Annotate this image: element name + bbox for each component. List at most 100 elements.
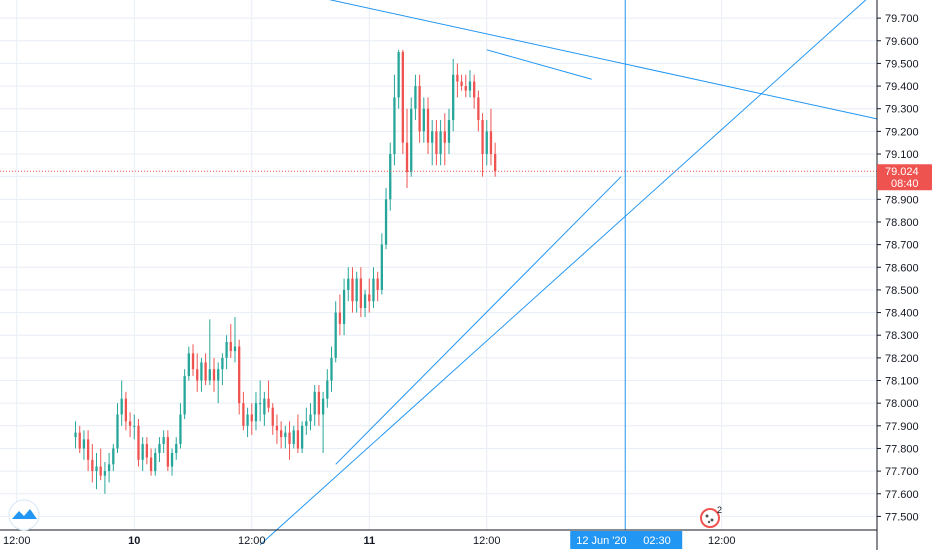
price-tick-label: 77.900	[885, 421, 919, 433]
candle	[95, 452, 98, 490]
candle	[439, 120, 442, 166]
candle-body	[74, 432, 77, 438]
time-tick-label: 12:00	[708, 535, 736, 547]
candle-body	[187, 353, 190, 376]
price-tick-label: 78.000	[885, 398, 919, 410]
candle	[481, 113, 484, 177]
last-price-value: 79.024	[885, 166, 919, 178]
candle-body	[485, 131, 488, 155]
candle	[86, 430, 90, 472]
candle	[78, 425, 81, 453]
candle	[145, 437, 149, 465]
candle-body	[91, 459, 94, 472]
candle-body	[191, 353, 195, 370]
candle	[431, 120, 434, 166]
candle-body	[351, 278, 354, 302]
resistance-trendline-touch[interactable]	[486, 49, 592, 80]
candle-body	[321, 398, 325, 415]
candle-body	[183, 375, 186, 415]
candle	[489, 108, 493, 166]
candle	[326, 369, 329, 408]
crosshair-time-label: 12 Jun '20 02:30	[570, 531, 683, 549]
candle	[225, 335, 228, 370]
candle-body	[473, 81, 476, 98]
candle-body	[242, 403, 245, 426]
price-tick-label: 79.400	[885, 81, 919, 93]
candle	[397, 49, 400, 109]
candle-body	[162, 437, 165, 444]
candle	[279, 421, 283, 449]
candle	[473, 74, 476, 109]
candle-body	[208, 369, 211, 381]
candle-body	[418, 86, 421, 132]
candle-body	[456, 74, 459, 82]
price-tick-label: 79.100	[885, 149, 919, 161]
candle	[229, 323, 232, 358]
candle	[288, 421, 291, 460]
candle-body	[86, 439, 90, 460]
candle	[456, 63, 459, 98]
time-axis[interactable]: 12:00 10 12:00 11 12:00 12:00	[0, 529, 877, 547]
support-trendline-inner[interactable]	[335, 176, 622, 465]
last-price-label: 79.024 08:40	[877, 164, 932, 191]
candle-body	[275, 425, 279, 431]
candle	[116, 403, 119, 453]
candle-body	[342, 289, 346, 324]
candle	[418, 74, 421, 143]
candle	[246, 407, 249, 438]
candle	[200, 357, 203, 392]
candle-body	[233, 346, 237, 352]
candle-body	[410, 108, 413, 173]
trendlines[interactable]	[50, 0, 878, 546]
time-tick-label: 12:00	[238, 535, 266, 547]
candle	[363, 289, 367, 318]
candle-body	[397, 52, 400, 98]
candle	[368, 278, 371, 313]
candle-body	[389, 154, 392, 200]
price-tick-label: 78.400	[885, 308, 919, 320]
candle	[351, 267, 354, 313]
candle-body	[452, 74, 455, 121]
candle-body	[263, 398, 266, 415]
candle-body	[493, 154, 497, 172]
candle-body	[330, 357, 333, 381]
candle-body	[313, 391, 316, 415]
resistance-trendline[interactable]	[50, 0, 878, 120]
candle-body	[200, 362, 203, 381]
candle	[393, 74, 396, 166]
candle-body	[267, 398, 270, 408]
candle-body	[489, 131, 493, 155]
candle-body	[481, 120, 484, 155]
candle	[99, 448, 102, 481]
candle-body	[128, 421, 132, 426]
candle-body	[259, 403, 262, 405]
price-axis[interactable]: 77.500 77.600 77.700 77.800 77.900 78.000 78.1…	[876, 0, 919, 550]
cookie-icon[interactable]: 2	[700, 505, 722, 528]
price-tick-label: 78.800	[885, 217, 919, 229]
tradingview-logo-icon[interactable]	[8, 499, 40, 531]
candle	[359, 267, 363, 318]
support-trendline[interactable]	[259, 0, 877, 546]
candle-body	[355, 278, 358, 302]
candle	[137, 419, 140, 467]
price-tick-label: 77.700	[885, 466, 919, 478]
price-tick-label: 78.300	[885, 330, 919, 342]
candle	[414, 74, 417, 121]
candle-body	[347, 278, 350, 290]
candle	[305, 407, 308, 435]
candle-body	[120, 398, 123, 415]
price-tick-label: 78.100	[885, 376, 919, 388]
candle	[347, 267, 350, 302]
candle-body	[464, 86, 467, 91]
candle-body	[229, 342, 232, 352]
candle	[254, 391, 258, 431]
price-tick-label: 78.500	[885, 285, 919, 297]
candle	[204, 353, 207, 386]
candle-body	[384, 199, 388, 245]
candle-body	[154, 452, 157, 472]
candle	[313, 385, 316, 426]
candle-body	[363, 294, 367, 309]
candle-body	[103, 471, 107, 476]
candle	[300, 421, 304, 453]
